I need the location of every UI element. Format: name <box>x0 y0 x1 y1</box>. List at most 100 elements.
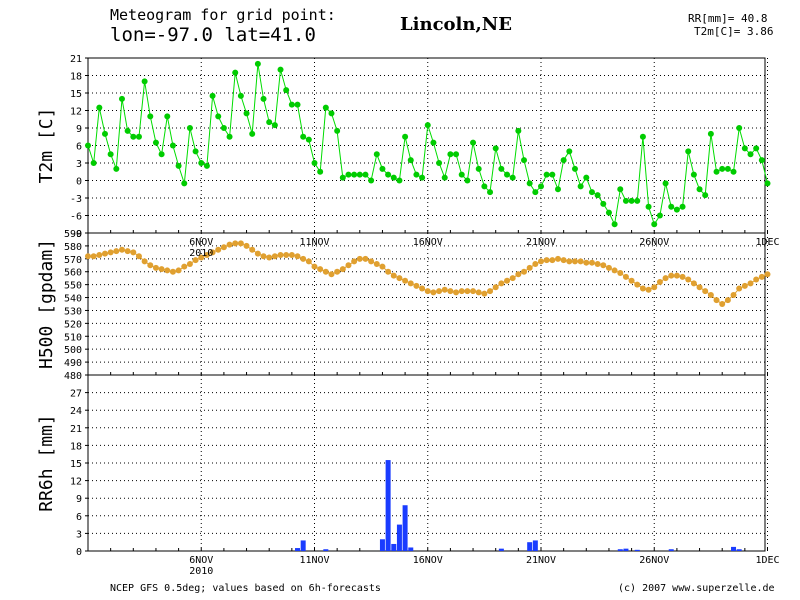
data-point-h500 <box>181 263 188 270</box>
data-point-t2m <box>232 69 239 76</box>
data-point-h500 <box>135 253 142 260</box>
y-tick-label: 15 <box>70 89 82 100</box>
x-tick-label: 6NOV <box>189 237 213 248</box>
precip-bar <box>634 549 640 551</box>
data-point-h500 <box>673 272 680 279</box>
data-point-t2m <box>645 203 652 210</box>
data-point-h500 <box>538 258 544 265</box>
data-point-h500 <box>266 254 273 261</box>
data-point-h500 <box>470 288 477 295</box>
x-tick-label: 1DEC <box>755 237 779 248</box>
data-point-t2m <box>175 162 182 169</box>
data-point-h500 <box>254 250 261 257</box>
data-point-t2m <box>243 110 250 117</box>
data-point-h500 <box>696 284 703 291</box>
data-point-t2m <box>730 168 737 175</box>
data-point-h500 <box>232 240 239 247</box>
data-point-t2m <box>634 197 641 204</box>
y-tick-label: 560 <box>64 268 82 279</box>
footer-source: NCEP GFS 0.5deg; values based on 6h-fore… <box>110 583 381 594</box>
data-point-h500 <box>753 276 760 283</box>
data-point-t2m <box>487 189 494 196</box>
data-point-h500 <box>345 262 352 269</box>
temperature-mean-stat: T2m[C]= 3.86 <box>694 25 774 38</box>
data-point-t2m <box>549 171 556 178</box>
data-point-h500 <box>385 268 392 275</box>
data-point-h500 <box>169 268 176 275</box>
data-point-h500 <box>747 280 754 287</box>
data-point-h500 <box>283 251 290 258</box>
y-tick-label: 18 <box>70 441 82 452</box>
precip-bar <box>736 549 742 551</box>
data-point-t2m <box>521 157 528 164</box>
data-point-h500 <box>492 284 499 291</box>
data-point-t2m <box>311 160 318 166</box>
y-tick-label: 480 <box>64 371 82 382</box>
data-point-t2m <box>141 78 148 85</box>
data-point-h500 <box>605 264 612 271</box>
data-point-h500 <box>339 266 346 273</box>
data-point-t2m <box>390 174 397 181</box>
precip-bar <box>323 549 329 551</box>
data-point-t2m <box>351 171 358 178</box>
data-point-h500 <box>645 286 652 293</box>
precip-bar <box>527 542 533 551</box>
y-tick-label: 12 <box>70 477 82 488</box>
data-point-t2m <box>543 171 550 178</box>
data-point-h500 <box>713 297 720 304</box>
data-point-t2m <box>532 189 539 196</box>
panel-t2m: -9 -6 -3 0 3 6 9 12 15 18 21 T2m [C] <box>36 54 771 240</box>
data-point-t2m <box>605 209 612 216</box>
data-point-t2m <box>673 206 680 213</box>
data-point-t2m <box>628 197 635 204</box>
data-point-h500 <box>373 260 380 267</box>
y-tick-label: 550 <box>64 281 82 292</box>
data-point-h500 <box>328 271 335 278</box>
panel-frame <box>87 374 766 552</box>
data-point-t2m <box>215 113 222 120</box>
data-point-h500 <box>730 291 737 298</box>
data-point-t2m <box>464 177 471 184</box>
data-point-t2m <box>328 110 335 117</box>
data-point-t2m <box>237 92 244 99</box>
data-point-h500 <box>419 285 426 292</box>
data-point-t2m <box>741 145 748 152</box>
data-point-h500 <box>260 253 267 260</box>
precip-bar <box>731 546 737 551</box>
data-point-h500 <box>334 268 341 275</box>
data-point-h500 <box>130 249 137 256</box>
data-point-h500 <box>379 263 386 270</box>
data-point-h500 <box>396 275 403 282</box>
data-point-t2m <box>118 95 125 102</box>
data-point-t2m <box>583 174 590 181</box>
data-point-h500 <box>90 253 97 260</box>
data-point-t2m <box>475 165 482 172</box>
data-point-h500 <box>186 260 193 267</box>
data-point-h500 <box>447 288 454 295</box>
data-point-t2m <box>656 212 663 219</box>
data-point-t2m <box>135 133 142 140</box>
data-point-t2m <box>152 139 159 146</box>
data-point-h500 <box>736 285 743 292</box>
data-point-h500 <box>668 272 675 279</box>
data-point-h500 <box>294 253 301 260</box>
data-point-t2m <box>747 151 754 158</box>
panel-frame <box>87 57 766 234</box>
data-point-t2m <box>560 157 567 164</box>
data-point-t2m <box>209 92 216 99</box>
y-tick-label: 570 <box>64 255 82 266</box>
data-point-h500 <box>690 280 697 287</box>
data-point-t2m <box>317 168 324 175</box>
data-point-h500 <box>741 282 748 289</box>
data-point-t2m <box>334 127 341 134</box>
data-point-h500 <box>351 258 358 265</box>
data-point-t2m <box>226 133 233 140</box>
data-point-t2m <box>713 168 720 175</box>
data-point-t2m <box>594 192 601 199</box>
data-point-t2m <box>492 145 499 152</box>
y-tick-label: -3 <box>70 194 82 205</box>
data-point-h500 <box>588 259 595 266</box>
data-point-t2m <box>124 127 131 134</box>
x-tick-label: 16NOV <box>413 555 443 566</box>
data-point-h500 <box>707 291 714 298</box>
